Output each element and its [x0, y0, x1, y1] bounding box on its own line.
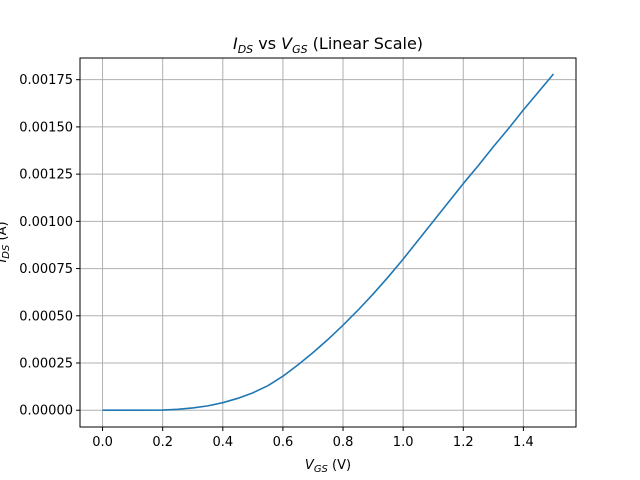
- x-tick-label: 1.2: [453, 435, 474, 450]
- plot-frame: [79, 57, 577, 428]
- y-tick-label: 0.00125: [19, 168, 73, 183]
- grid-layer: [80, 58, 576, 427]
- x-tick-label: 0.2: [152, 435, 173, 450]
- x-tick-label: 1.4: [513, 435, 534, 450]
- series-layer: [102, 73, 555, 412]
- chart-title: IDS vs VGS (Linear Scale): [233, 34, 423, 56]
- x-tick-label: 0.4: [212, 435, 233, 450]
- x-tick-label: 0.8: [333, 435, 354, 450]
- y-tick-label: 0.00175: [19, 73, 73, 88]
- y-tick-label: 0.00075: [19, 262, 73, 277]
- x-tick-label: 0.0: [92, 435, 113, 450]
- series-line: [102, 73, 555, 412]
- y-tick-label: 0.00000: [19, 404, 73, 419]
- y-tick-label: 0.00025: [19, 357, 73, 372]
- ticks-layer: 0.0 0.2 0.4 0.6 0.8 1.0 1.2 1.4 0.00000 0.00025 0.…: [19, 73, 534, 450]
- y-axis-label: IDS (A): [0, 221, 12, 262]
- x-axis-label: VGS (V): [305, 458, 351, 475]
- y-tick-label: 0.00050: [19, 309, 73, 324]
- x-tick-label: 0.6: [273, 435, 294, 450]
- x-tick-label: 1.0: [393, 435, 414, 450]
- y-tick-label: 0.00100: [19, 215, 73, 230]
- y-tick-label: 0.00150: [19, 120, 73, 135]
